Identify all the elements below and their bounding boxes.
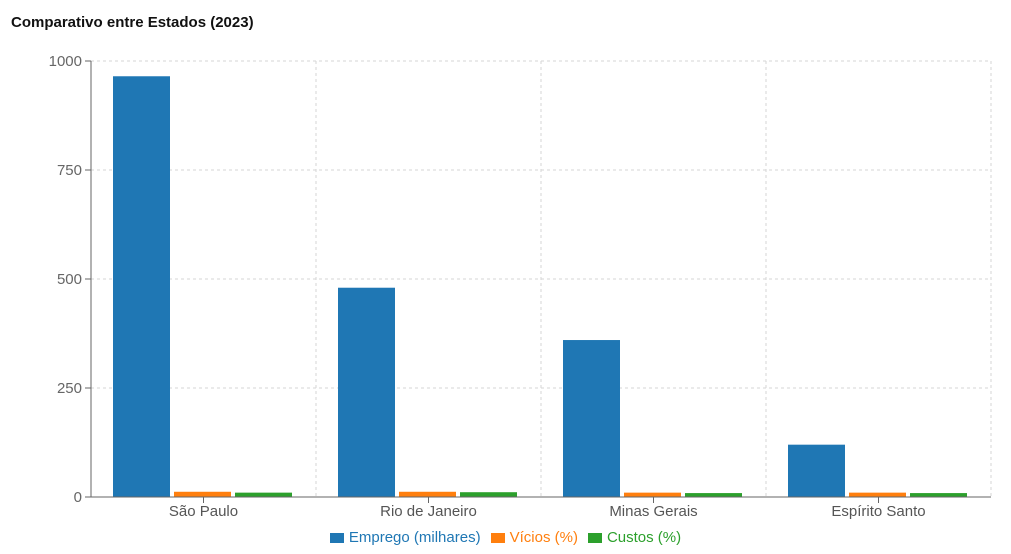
x-tick-label: São Paulo bbox=[169, 503, 238, 520]
x-tick-label: Rio de Janeiro bbox=[380, 503, 477, 520]
y-tick-label: 0 bbox=[74, 489, 82, 506]
bar-chart: 0 250 500 750 1000 São Paulo Rio de Janeiro Min… bbox=[49, 53, 992, 520]
bar-emprego bbox=[788, 444, 845, 497]
y-tick-label: 500 bbox=[57, 271, 82, 288]
x-tick-label: Minas Gerais bbox=[609, 503, 697, 520]
legend-label-custos: Custos (%) bbox=[606, 529, 682, 546]
chart-title: Comparativo entre Estados (2023) bbox=[11, 14, 254, 31]
bar-vicios bbox=[399, 491, 456, 497]
y-tick-label: 750 bbox=[57, 162, 82, 179]
legend-item-vicios[interactable]: Vícios (%) bbox=[490, 529, 578, 546]
legend-label-emprego: Emprego (milhares) bbox=[348, 529, 481, 546]
bar-custos bbox=[235, 492, 292, 497]
bar-emprego bbox=[338, 287, 395, 497]
legend-swatch-emprego bbox=[329, 532, 344, 543]
legend-label-vicios: Vícios (%) bbox=[509, 529, 578, 546]
legend-swatch-custos bbox=[587, 532, 602, 543]
bar-custos bbox=[685, 493, 742, 497]
bar-emprego bbox=[113, 76, 170, 497]
legend-item-emprego[interactable]: Emprego (milhares) bbox=[329, 529, 481, 546]
legend-item-custos[interactable]: Custos (%) bbox=[587, 529, 682, 546]
chart-legend: Emprego (milhares) Vícios (%) Custos (%) bbox=[0, 529, 1011, 546]
bar-vicios bbox=[849, 492, 906, 497]
x-tick-label: Espírito Santo bbox=[831, 503, 925, 520]
bar-vicios bbox=[624, 492, 681, 497]
y-tick-label: 250 bbox=[57, 380, 82, 397]
bar-custos bbox=[910, 493, 967, 497]
y-tick-label: 1000 bbox=[49, 53, 82, 70]
bar-vicios bbox=[174, 491, 231, 497]
bar-custos bbox=[460, 492, 517, 497]
legend-swatch-vicios bbox=[490, 532, 505, 543]
bar-emprego bbox=[563, 340, 620, 497]
